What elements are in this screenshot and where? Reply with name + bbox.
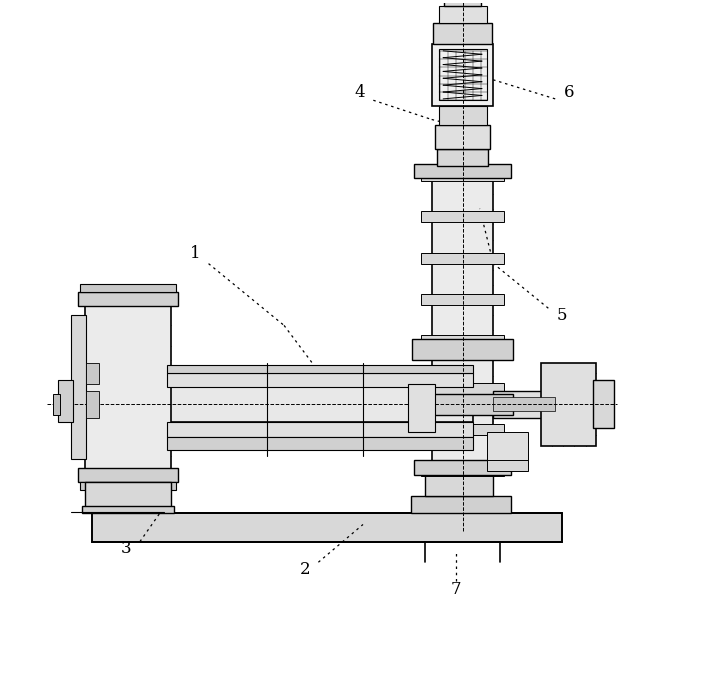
- Bar: [411, 495, 510, 513]
- Bar: [439, 6, 486, 24]
- Bar: [168, 421, 473, 437]
- Bar: [92, 513, 562, 542]
- Bar: [486, 432, 528, 460]
- Bar: [415, 460, 510, 475]
- Text: 6: 6: [563, 84, 574, 100]
- Bar: [85, 482, 171, 507]
- Text: 7: 7: [450, 581, 461, 598]
- Bar: [421, 466, 504, 476]
- Text: 5: 5: [557, 307, 567, 324]
- Bar: [542, 363, 596, 446]
- Bar: [494, 390, 555, 418]
- Bar: [421, 335, 504, 346]
- Bar: [439, 48, 486, 100]
- Text: 1: 1: [189, 245, 200, 262]
- Bar: [78, 293, 178, 306]
- Bar: [86, 390, 99, 418]
- Bar: [421, 170, 504, 181]
- Bar: [412, 339, 513, 360]
- Bar: [85, 304, 171, 470]
- Bar: [486, 454, 528, 471]
- Text: 4: 4: [354, 84, 365, 100]
- Bar: [593, 381, 613, 428]
- Bar: [80, 284, 176, 293]
- Bar: [78, 468, 178, 482]
- Bar: [168, 374, 473, 388]
- Bar: [71, 315, 86, 459]
- Bar: [421, 294, 504, 304]
- Bar: [86, 363, 99, 384]
- Bar: [421, 383, 504, 394]
- Bar: [53, 394, 60, 415]
- Bar: [415, 164, 510, 178]
- Bar: [432, 44, 494, 106]
- Text: 2: 2: [299, 561, 310, 578]
- Bar: [494, 397, 555, 411]
- Bar: [421, 424, 504, 435]
- Bar: [425, 475, 494, 495]
- Bar: [433, 24, 492, 44]
- Bar: [57, 381, 73, 421]
- Bar: [168, 437, 473, 450]
- Bar: [412, 394, 513, 415]
- Bar: [421, 212, 504, 222]
- Bar: [168, 365, 473, 374]
- Bar: [444, 0, 481, 6]
- Bar: [421, 253, 504, 264]
- Bar: [92, 513, 562, 542]
- Bar: [168, 388, 473, 421]
- Bar: [439, 106, 486, 125]
- Bar: [437, 149, 488, 166]
- Bar: [432, 166, 494, 475]
- Text: 3: 3: [121, 540, 131, 557]
- Bar: [435, 125, 490, 149]
- Bar: [80, 482, 176, 490]
- Bar: [81, 506, 174, 513]
- Bar: [407, 384, 435, 432]
